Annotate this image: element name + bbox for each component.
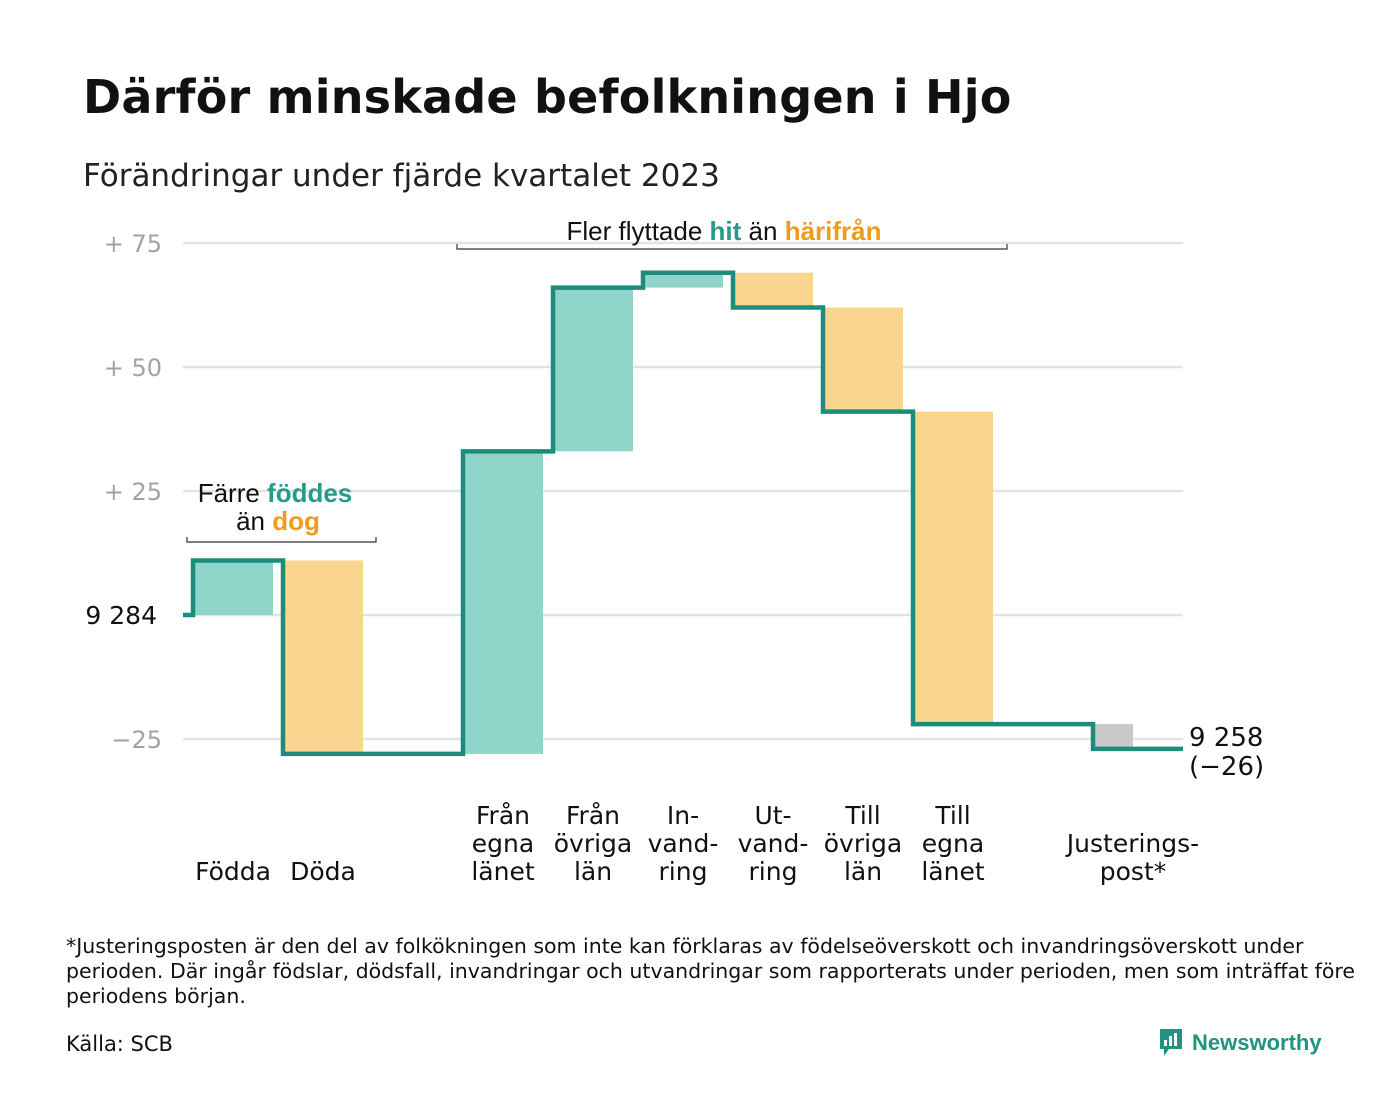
category-label: Döda xyxy=(290,857,356,886)
category-label: Till egna länet xyxy=(921,801,984,886)
bracket-births-deaths xyxy=(186,537,377,543)
end-change-label: (−26) xyxy=(1189,752,1264,782)
annotation-births-deaths-line2: än dog xyxy=(236,506,320,536)
bar-från-övriga-län xyxy=(553,287,633,452)
category-label: Ut-vand-ring xyxy=(738,801,809,886)
category-label: Födda xyxy=(195,857,271,886)
y-tick-label: + 75 xyxy=(104,230,162,258)
y-tick-label: + 50 xyxy=(104,354,162,382)
footnote: *Justeringsposten är den del av folkökni… xyxy=(66,934,1355,1008)
bar-invandring xyxy=(643,272,723,288)
y-tick-label: −25 xyxy=(111,726,162,754)
bar-utvandring xyxy=(733,272,813,308)
category-label: Justerings-post* xyxy=(1065,829,1199,886)
chart-subtitle: Förändringar under fjärde kvartalet 2023 xyxy=(83,158,720,194)
category-label: Från övriga län xyxy=(554,801,633,886)
bar-justeringspost- xyxy=(1093,724,1133,749)
annotation-births-deaths: Färre föddes xyxy=(198,478,353,508)
bar-till-egna-länet xyxy=(913,411,993,725)
annotation-migration: Fler flyttade hit än härifrån xyxy=(566,216,881,246)
bar-från-egna-länet xyxy=(463,451,543,754)
start-value-label: 9 284 xyxy=(85,601,157,630)
bar-döda xyxy=(283,560,363,754)
bar-födda xyxy=(193,560,273,615)
bracket-migration xyxy=(456,244,1008,250)
bar-till-övriga-län xyxy=(823,307,903,412)
end-value-label: 9 258 xyxy=(1189,723,1263,753)
category-label: Från egna länet xyxy=(471,801,534,886)
cumulative-step-line xyxy=(183,270,1183,757)
newsworthy-logo: Newsworthy xyxy=(1158,1027,1322,1059)
category-label: Till övriga län xyxy=(824,801,903,886)
category-label: In-vand-ring xyxy=(648,801,719,886)
newsworthy-logo-icon xyxy=(1160,1029,1182,1056)
newsworthy-logo-text: Newsworthy xyxy=(1192,1030,1322,1055)
y-tick-label: + 25 xyxy=(104,478,162,506)
chart-title: Därför minskade befolkningen i Hjo xyxy=(83,70,1012,124)
source-label: Källa: SCB xyxy=(66,1032,173,1056)
